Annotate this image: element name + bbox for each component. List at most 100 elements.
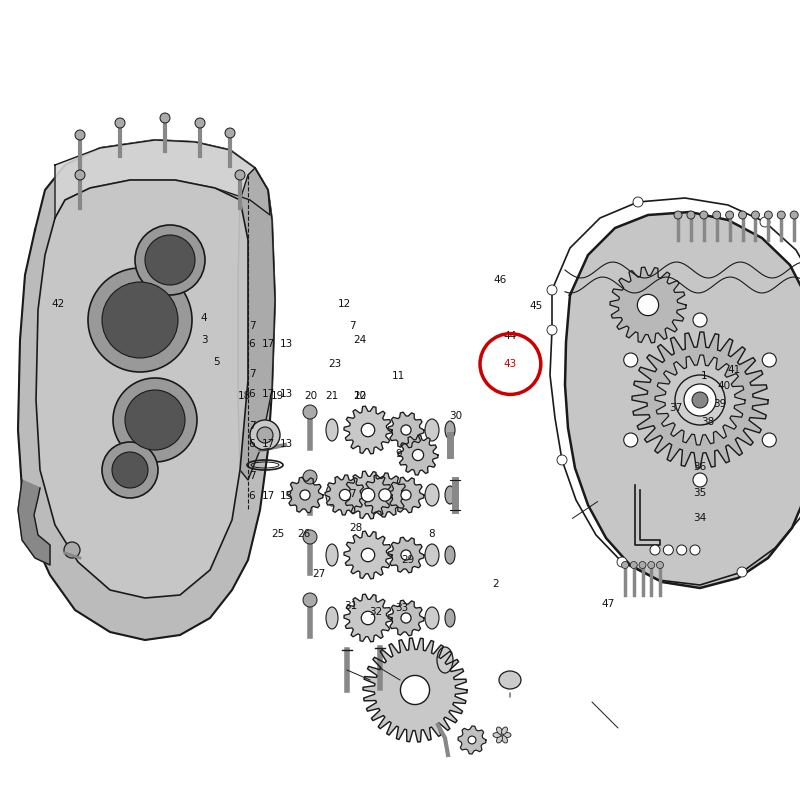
Circle shape — [88, 268, 192, 372]
Polygon shape — [398, 435, 438, 475]
Circle shape — [115, 118, 125, 128]
Circle shape — [547, 285, 557, 295]
Circle shape — [75, 170, 85, 180]
Circle shape — [639, 562, 646, 569]
Polygon shape — [55, 140, 270, 218]
Circle shape — [113, 378, 197, 462]
Text: 24: 24 — [354, 335, 366, 345]
Circle shape — [379, 489, 391, 501]
Text: 3: 3 — [201, 335, 207, 345]
Polygon shape — [18, 140, 275, 640]
Ellipse shape — [425, 607, 439, 629]
Circle shape — [617, 557, 627, 567]
Text: 17: 17 — [262, 389, 275, 398]
Text: 32: 32 — [370, 607, 382, 617]
Ellipse shape — [499, 671, 521, 689]
Circle shape — [762, 433, 776, 447]
Text: 46: 46 — [494, 275, 506, 285]
Circle shape — [638, 294, 658, 316]
Text: 12: 12 — [338, 299, 350, 309]
Circle shape — [624, 353, 638, 367]
Circle shape — [764, 211, 772, 219]
Circle shape — [751, 211, 759, 219]
Ellipse shape — [497, 736, 502, 743]
Circle shape — [687, 211, 695, 219]
Circle shape — [362, 488, 374, 502]
Polygon shape — [18, 480, 50, 565]
Text: 30: 30 — [450, 411, 462, 421]
Circle shape — [675, 375, 725, 425]
Polygon shape — [632, 332, 768, 468]
Circle shape — [225, 128, 235, 138]
Polygon shape — [344, 531, 392, 579]
Polygon shape — [238, 168, 275, 480]
Circle shape — [125, 390, 185, 450]
Circle shape — [135, 225, 205, 295]
Circle shape — [760, 217, 770, 227]
Ellipse shape — [425, 484, 439, 506]
Ellipse shape — [493, 733, 501, 738]
Ellipse shape — [437, 647, 453, 673]
Circle shape — [681, 381, 719, 419]
Circle shape — [630, 562, 638, 569]
Text: 35: 35 — [694, 488, 706, 498]
Circle shape — [737, 567, 747, 577]
Text: 25: 25 — [271, 530, 284, 539]
Polygon shape — [388, 412, 424, 448]
Circle shape — [684, 384, 716, 416]
Ellipse shape — [502, 727, 507, 734]
Circle shape — [102, 442, 158, 498]
Text: 45: 45 — [530, 301, 542, 310]
Circle shape — [413, 450, 424, 461]
Circle shape — [339, 490, 350, 501]
Circle shape — [713, 211, 721, 219]
Text: 37: 37 — [670, 403, 682, 413]
Ellipse shape — [326, 419, 338, 441]
Circle shape — [303, 593, 317, 607]
Circle shape — [303, 530, 317, 544]
Text: 17: 17 — [262, 491, 275, 501]
Circle shape — [64, 542, 80, 558]
Circle shape — [648, 562, 654, 569]
Polygon shape — [458, 726, 486, 754]
Circle shape — [693, 313, 707, 327]
Text: 38: 38 — [702, 418, 714, 427]
Text: 42: 42 — [52, 299, 65, 309]
Ellipse shape — [445, 609, 455, 627]
Circle shape — [778, 211, 786, 219]
Text: 2: 2 — [493, 579, 499, 589]
Text: 6: 6 — [249, 389, 255, 398]
Text: 27: 27 — [312, 570, 325, 579]
Polygon shape — [565, 212, 800, 588]
Circle shape — [657, 562, 663, 569]
Text: 17: 17 — [262, 339, 275, 349]
Text: 31: 31 — [344, 602, 357, 611]
Circle shape — [677, 545, 686, 555]
Circle shape — [690, 545, 700, 555]
Text: 43: 43 — [504, 359, 517, 369]
Ellipse shape — [502, 736, 507, 743]
Ellipse shape — [425, 544, 439, 566]
Circle shape — [362, 548, 374, 562]
Text: 18: 18 — [238, 391, 250, 401]
Polygon shape — [610, 267, 686, 343]
Ellipse shape — [445, 486, 455, 504]
Text: 28: 28 — [350, 523, 362, 533]
Text: 7: 7 — [349, 322, 355, 331]
Text: 1: 1 — [701, 371, 707, 381]
Text: 40: 40 — [718, 381, 730, 390]
Polygon shape — [388, 538, 424, 573]
Circle shape — [663, 545, 674, 555]
Circle shape — [102, 282, 178, 358]
Circle shape — [547, 325, 557, 335]
Text: 26: 26 — [298, 530, 310, 539]
Text: 9: 9 — [395, 450, 402, 459]
Circle shape — [738, 211, 746, 219]
Circle shape — [700, 211, 708, 219]
Text: 7: 7 — [349, 490, 355, 499]
Circle shape — [624, 433, 638, 447]
Text: 13: 13 — [280, 491, 293, 501]
Circle shape — [75, 130, 85, 140]
Ellipse shape — [326, 484, 338, 506]
Polygon shape — [287, 478, 323, 513]
